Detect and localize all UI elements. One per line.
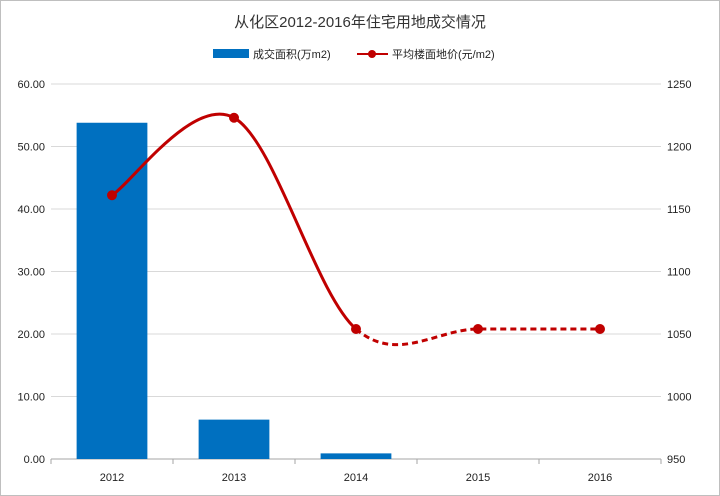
x-axis-tick-label: 2014 [344,472,368,484]
right-axis-ticks: 950 1000 1050 1100 1150 1200 1250 [667,79,691,466]
price-point-2015 [473,324,483,334]
legend-bar-swatch [213,49,249,58]
price-point-2014 [351,324,361,334]
gridlines [51,83,661,460]
right-axis-tick-label: 1250 [667,79,691,91]
bar-2012 [76,122,148,459]
x-axis-tick-label: 2012 [100,472,124,484]
chart-title: 从化区2012-2016年住宅用地成交情况 [234,13,486,31]
legend-line-label: 平均楼面地价(元/m2) [392,47,495,61]
left-axis-tick-label: 20.00 [17,329,45,341]
right-axis-tick-label: 1050 [667,329,691,341]
right-axis-tick-label: 1200 [667,142,691,154]
legend-line-marker [368,50,376,58]
bars [76,122,392,459]
price-line [107,112,605,347]
left-axis-tick-label: 0.00 [24,454,45,466]
right-axis-tick-label: 1000 [667,392,691,404]
right-axis-tick-label: 1100 [667,267,691,279]
bar-2013 [198,419,270,459]
right-axis-tick-label: 1150 [667,204,691,216]
right-axis-tick-label: 950 [667,454,685,466]
legend-bar-label: 成交面积(万m2) [253,47,331,61]
price-point-2012 [107,190,117,201]
x-axis-tick-label: 2013 [222,472,246,484]
price-point-2016 [595,324,605,334]
left-axis-ticks: 0.00 10.00 20.00 30.00 40.00 50.00 60.00 [17,79,45,466]
x-axis-ticks: 2012 2013 2014 2015 2016 [50,459,662,484]
left-axis-tick-label: 10.00 [17,392,45,404]
x-axis-tick-label: 2016 [588,472,612,484]
bar-2014 [320,453,392,459]
price-point-2013 [229,112,239,123]
left-axis-tick-label: 60.00 [17,79,45,91]
left-axis-tick-label: 30.00 [17,267,45,279]
legend: 成交面积(万m2) 平均楼面地价(元/m2) [213,47,495,61]
x-axis-tick-label: 2015 [466,472,490,484]
left-axis-tick-label: 40.00 [17,204,45,216]
left-axis-tick-label: 50.00 [17,142,45,154]
